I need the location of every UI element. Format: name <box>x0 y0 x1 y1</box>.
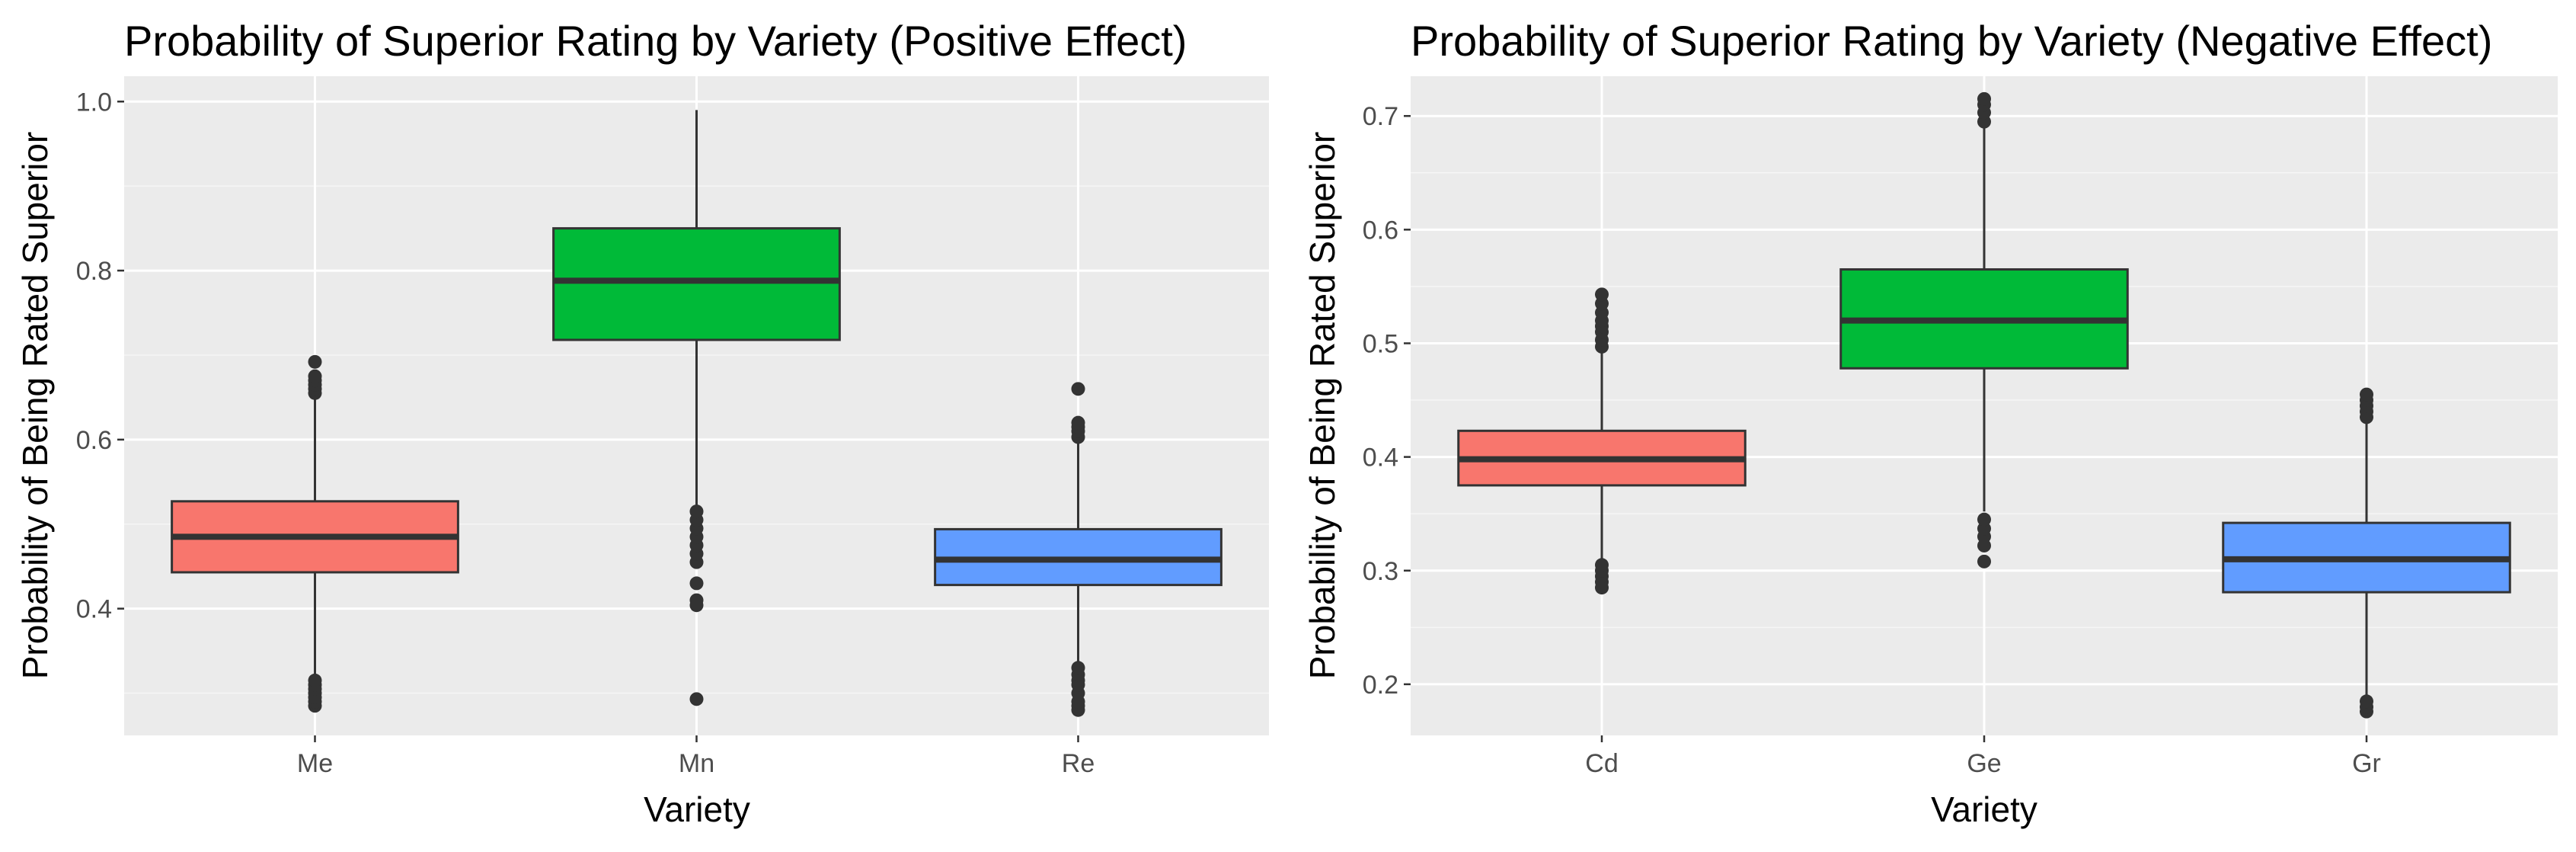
outlier-point <box>1977 554 1991 569</box>
x-tick-label: Gr <box>2352 749 2381 778</box>
outlier-point <box>689 692 704 706</box>
outlier-point <box>1071 382 1085 396</box>
outlier-point <box>308 369 322 383</box>
chart-title: Probability of Superior Rating by Variet… <box>1411 17 2492 65</box>
outlier-point <box>2360 387 2373 402</box>
boxplot-gr <box>2222 387 2511 719</box>
y-axis-title: Probability of Being Rated Superior <box>15 132 55 680</box>
y-axis-title: Probability of Being Rated Superior <box>1302 132 1342 680</box>
x-tick-label: Me <box>297 749 333 778</box>
outlier-point <box>1595 287 1609 302</box>
y-tick-label: 1.0 <box>76 88 112 117</box>
outlier-point <box>689 576 704 591</box>
outlier-point <box>1977 91 1991 106</box>
y-tick-label: 0.5 <box>1363 329 1398 358</box>
chart-left: Probability of Superior Rating by Variet… <box>15 17 1269 829</box>
chart-title: Probability of Superior Rating by Variet… <box>124 17 1187 65</box>
outlier-point <box>689 593 704 607</box>
y-tick-label: 0.6 <box>76 426 112 455</box>
outlier-point <box>1071 661 1085 675</box>
chart-right: Probability of Superior Rating by Variet… <box>1302 17 2558 829</box>
y-tick-label: 0.2 <box>1363 671 1398 700</box>
y-tick-label: 0.7 <box>1363 102 1398 131</box>
boxplot-me <box>171 354 459 713</box>
x-tick-label: Re <box>1062 749 1095 778</box>
outlier-point <box>308 354 322 369</box>
x-axis-title: Variety <box>644 790 750 829</box>
outlier-point <box>1977 512 1991 527</box>
boxplot-cd <box>1457 287 1747 595</box>
x-tick-label: Ge <box>1967 749 2001 778</box>
y-tick-label: 0.4 <box>76 595 112 624</box>
boxplot-re <box>934 382 1222 717</box>
outlier-point <box>2360 694 2373 709</box>
y-tick-label: 0.3 <box>1363 557 1398 586</box>
y-tick-label: 0.6 <box>1363 216 1398 245</box>
outlier-point <box>308 673 322 687</box>
x-tick-label: Mn <box>679 749 714 778</box>
boxplot-mn <box>552 110 841 706</box>
x-tick-label: Cd <box>1585 749 1618 778</box>
outlier-point <box>1071 415 1085 430</box>
outlier-point <box>1595 558 1609 572</box>
y-tick-label: 0.8 <box>76 257 112 286</box>
x-axis-title: Variety <box>1931 790 2037 829</box>
y-tick-label: 0.4 <box>1363 444 1398 472</box>
box <box>552 227 841 341</box>
boxplot-ge <box>1839 91 2129 569</box>
outlier-point <box>689 504 704 519</box>
